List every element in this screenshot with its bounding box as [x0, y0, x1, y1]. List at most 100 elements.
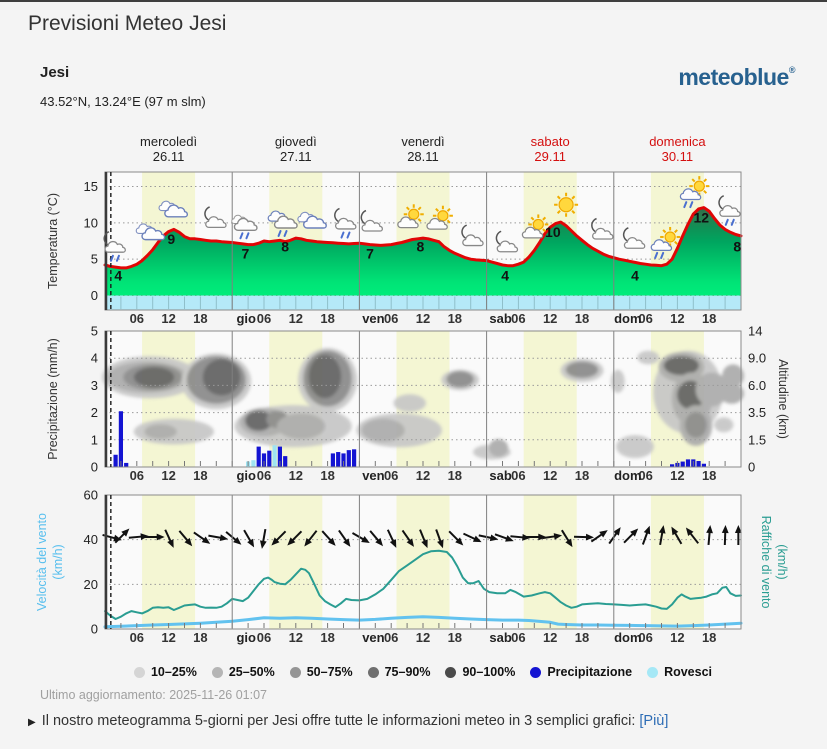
svg-text:10: 10 — [84, 215, 98, 230]
svg-text:18: 18 — [448, 630, 462, 645]
svg-text:18: 18 — [193, 468, 207, 483]
temperature-label: 7 — [242, 246, 250, 262]
temperature-label: 8 — [733, 238, 741, 254]
day-date: 26.11 — [152, 149, 185, 164]
moon-cloud-drizzle-icon — [718, 195, 741, 226]
svg-text:dom: dom — [614, 630, 641, 645]
moon-cloud-icon — [591, 217, 614, 240]
svg-text:Velocità del vento: Velocità del vento — [35, 513, 49, 611]
svg-text:18: 18 — [193, 311, 207, 326]
day-date: 27.11 — [280, 149, 312, 164]
moon-cloud-icon — [495, 230, 519, 253]
temperature-label: 7 — [366, 246, 374, 262]
wind-series-line — [104, 549, 742, 620]
svg-text:18: 18 — [702, 468, 716, 483]
day-date: 28.11 — [407, 149, 439, 164]
day-name: mercoledì — [140, 134, 198, 149]
svg-text:sab: sab — [489, 468, 511, 483]
footer-description-text: Il nostro meteogramma 5-giorni per Jesi … — [41, 713, 636, 729]
svg-text:15: 15 — [84, 179, 98, 194]
legend-dot-icon — [367, 666, 379, 678]
svg-text:12: 12 — [161, 468, 175, 483]
svg-text:06: 06 — [130, 630, 144, 645]
moon-cloud-icon — [622, 227, 646, 249]
svg-text:18: 18 — [320, 468, 334, 483]
svg-text:06: 06 — [384, 630, 398, 645]
svg-text:06: 06 — [638, 630, 652, 645]
svg-text:5: 5 — [91, 252, 98, 267]
day-header-giovedì: giovedì 27.11 — [232, 134, 360, 164]
svg-text:dom: dom — [614, 311, 641, 326]
svg-text:12: 12 — [161, 630, 175, 645]
expand-arrow-icon[interactable]: ▶ — [28, 717, 36, 728]
temperature-label: 12 — [693, 209, 709, 225]
moon-cloud-icon — [461, 224, 484, 247]
svg-text:20: 20 — [84, 577, 98, 592]
svg-text:12: 12 — [670, 630, 684, 645]
more-link[interactable]: [Più] — [639, 713, 669, 729]
temperature-label: 4 — [631, 267, 639, 283]
legend-item: 75–90% — [367, 665, 430, 679]
legend-dot-icon — [211, 666, 223, 678]
svg-text:0: 0 — [91, 460, 98, 475]
svg-text:18: 18 — [575, 468, 589, 483]
temperature-label: 9 — [167, 231, 175, 247]
sun-cloud-drizzle-icon — [650, 226, 681, 259]
legend-item: 10–25% — [133, 665, 197, 679]
legend-dot-icon — [133, 666, 145, 678]
legend-label: 90–100% — [462, 665, 516, 679]
svg-text:18: 18 — [575, 311, 589, 326]
weather-icon-row — [103, 176, 741, 262]
location-coordinates: 43.52°N, 13.24°E (97 m slm) — [40, 94, 206, 109]
temperature-label: 4 — [501, 267, 509, 283]
svg-text:18: 18 — [320, 630, 334, 645]
svg-text:12: 12 — [670, 468, 684, 483]
svg-text:06: 06 — [384, 468, 398, 483]
svg-text:3.5: 3.5 — [748, 405, 766, 420]
day-header-domenica: domenica 30.11 — [613, 134, 741, 164]
svg-text:Precipitazione (mm/h): Precipitazione (mm/h) — [46, 338, 60, 460]
day-header-sabato: sabato 29.11 — [486, 134, 614, 164]
svg-text:12: 12 — [543, 468, 557, 483]
moon-cloud-icon — [360, 209, 383, 232]
day-name: domenica — [649, 134, 706, 149]
legend-item: 25–50% — [211, 665, 275, 679]
clouds-icon — [297, 211, 327, 229]
legend-label: 10–25% — [150, 665, 197, 679]
day-name: giovedì — [274, 134, 317, 149]
legend: 10–25% 25–50% 50–75% 75–90% 90–100% Precipita… — [95, 665, 751, 679]
wind-direction-arrows — [102, 525, 742, 549]
svg-text:sab: sab — [489, 311, 511, 326]
sun-cloud-drizzle-icon — [679, 176, 710, 209]
legend-dot-icon — [647, 666, 659, 678]
svg-text:18: 18 — [193, 630, 207, 645]
svg-text:9.0: 9.0 — [748, 351, 766, 366]
svg-text:Altitudine (km): Altitudine (km) — [776, 359, 790, 439]
svg-text:(km/h): (km/h) — [51, 544, 65, 579]
legend-item: 50–75% — [289, 665, 353, 679]
svg-text:14: 14 — [748, 324, 762, 339]
legend-dot-icon — [530, 666, 542, 678]
svg-text:06: 06 — [257, 630, 271, 645]
svg-text:06: 06 — [511, 468, 525, 483]
legend-item: Rovesci — [647, 665, 712, 679]
svg-text:12: 12 — [289, 468, 303, 483]
top-border — [0, 0, 827, 2]
svg-text:1.5: 1.5 — [748, 432, 766, 447]
svg-text:1: 1 — [91, 432, 98, 447]
legend-label: 25–50% — [228, 665, 275, 679]
svg-text:06: 06 — [638, 311, 652, 326]
svg-text:gio: gio — [236, 468, 256, 483]
svg-text:gio: gio — [236, 630, 256, 645]
svg-text:06: 06 — [384, 311, 398, 326]
day-date: 30.11 — [661, 149, 694, 164]
svg-text:06: 06 — [130, 468, 144, 483]
day-name: sabato — [530, 134, 570, 149]
clouds-drizzle-icon — [267, 210, 298, 237]
meteoblue-logo[interactable]: meteoblue® — [678, 64, 795, 91]
legend-item: 90–100% — [445, 665, 515, 679]
svg-text:18: 18 — [702, 630, 716, 645]
